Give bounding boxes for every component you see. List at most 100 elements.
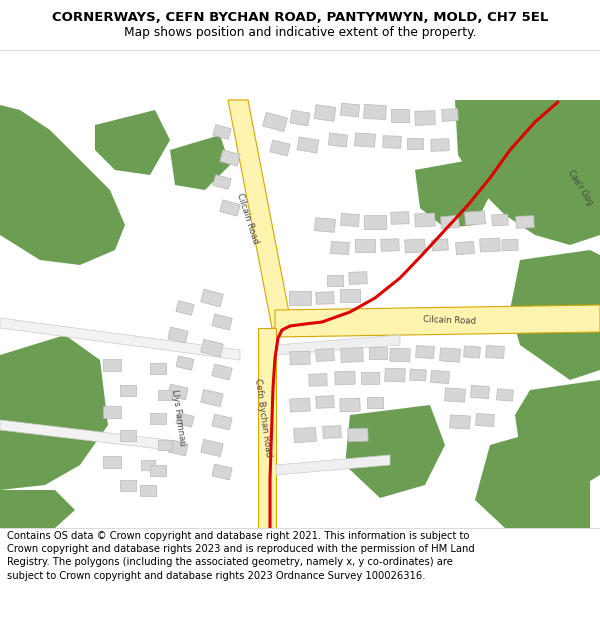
Bar xyxy=(331,241,349,254)
Bar xyxy=(314,217,335,232)
Bar xyxy=(120,479,136,491)
Bar xyxy=(348,428,368,442)
Bar xyxy=(316,349,334,361)
Bar xyxy=(404,239,425,253)
Bar xyxy=(455,241,475,255)
Bar xyxy=(335,371,355,385)
Bar xyxy=(385,368,405,382)
Bar xyxy=(150,362,166,374)
Bar xyxy=(485,346,505,359)
Bar xyxy=(492,214,508,226)
Polygon shape xyxy=(0,105,125,265)
Bar xyxy=(140,484,156,496)
Bar xyxy=(158,440,172,450)
Bar xyxy=(445,388,466,402)
Bar xyxy=(431,139,449,151)
Bar xyxy=(290,398,310,412)
Bar xyxy=(440,215,460,229)
Bar xyxy=(431,239,448,251)
Bar xyxy=(341,348,363,362)
Bar xyxy=(212,314,232,330)
Bar xyxy=(176,413,194,427)
Bar xyxy=(120,429,136,441)
Bar xyxy=(168,440,188,456)
Bar xyxy=(355,239,375,251)
Text: Cilcain Road: Cilcain Road xyxy=(424,314,476,326)
Polygon shape xyxy=(170,135,230,190)
Bar xyxy=(201,339,223,357)
Polygon shape xyxy=(455,100,600,245)
Bar xyxy=(309,374,327,386)
Bar xyxy=(391,212,409,224)
Bar xyxy=(220,150,240,166)
Bar xyxy=(327,274,343,286)
Polygon shape xyxy=(515,380,600,490)
Bar xyxy=(476,414,494,426)
Bar xyxy=(150,464,166,476)
Polygon shape xyxy=(415,160,490,228)
Text: Cefn Bychan Road: Cefn Bychan Road xyxy=(253,378,273,458)
Polygon shape xyxy=(510,250,600,380)
Bar xyxy=(220,200,240,216)
Bar xyxy=(431,371,449,384)
Bar xyxy=(369,347,387,359)
Polygon shape xyxy=(276,455,390,475)
Bar xyxy=(297,137,319,153)
Bar xyxy=(201,439,223,457)
Bar xyxy=(383,136,401,148)
Bar xyxy=(103,456,121,468)
Bar xyxy=(168,327,188,343)
Bar xyxy=(390,348,410,362)
Bar xyxy=(314,104,336,121)
Polygon shape xyxy=(0,318,240,360)
Text: Cilcain Road: Cilcain Road xyxy=(236,191,260,244)
Polygon shape xyxy=(475,425,590,528)
Bar xyxy=(407,138,423,149)
Bar xyxy=(367,396,383,408)
Bar xyxy=(168,384,188,400)
Bar xyxy=(341,103,359,117)
Polygon shape xyxy=(0,490,75,528)
Bar xyxy=(449,415,470,429)
Bar xyxy=(340,289,360,301)
Bar xyxy=(201,389,223,407)
Polygon shape xyxy=(0,335,108,490)
Bar xyxy=(440,348,460,362)
Bar xyxy=(415,111,435,126)
Bar xyxy=(212,364,232,380)
Bar xyxy=(349,272,367,284)
Bar xyxy=(464,346,481,358)
Bar xyxy=(290,351,310,365)
Bar xyxy=(150,412,166,424)
Bar xyxy=(355,133,376,147)
Bar xyxy=(364,104,386,119)
Bar xyxy=(263,112,287,132)
Bar xyxy=(213,124,231,139)
Bar xyxy=(479,238,500,252)
Text: CORNERWAYS, CEFN BYCHAN ROAD, PANTYMWYN, MOLD, CH7 5EL: CORNERWAYS, CEFN BYCHAN ROAD, PANTYMWYN,… xyxy=(52,11,548,24)
Bar xyxy=(470,386,490,399)
Bar xyxy=(141,460,155,470)
Bar xyxy=(328,133,347,147)
Polygon shape xyxy=(95,110,170,175)
Bar xyxy=(464,211,485,225)
Bar xyxy=(176,301,194,315)
Bar xyxy=(341,214,359,226)
Bar xyxy=(442,109,458,121)
Bar xyxy=(103,406,121,418)
Bar xyxy=(391,109,409,121)
Bar xyxy=(502,239,518,251)
Bar xyxy=(516,216,534,228)
Bar xyxy=(316,292,334,304)
Polygon shape xyxy=(345,405,445,498)
Bar xyxy=(293,428,316,442)
Polygon shape xyxy=(276,335,400,355)
Bar xyxy=(120,384,136,396)
Bar xyxy=(410,369,426,381)
Bar xyxy=(416,346,434,359)
Bar xyxy=(213,174,231,189)
Bar xyxy=(176,356,194,370)
Bar xyxy=(158,390,172,400)
Text: Llys Farmnau: Llys Farmnau xyxy=(170,389,187,447)
Polygon shape xyxy=(0,420,185,452)
